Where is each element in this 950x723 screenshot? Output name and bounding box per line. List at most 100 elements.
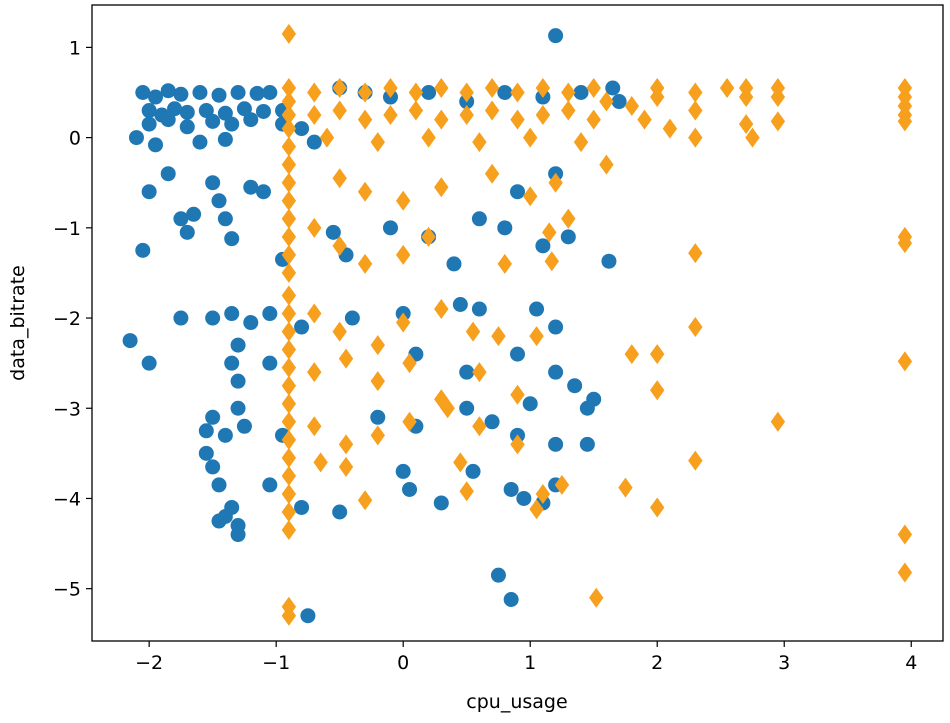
data-point bbox=[281, 321, 297, 342]
data-point bbox=[230, 400, 246, 416]
data-point bbox=[561, 82, 576, 103]
data-point bbox=[281, 23, 297, 44]
data-point bbox=[637, 109, 652, 130]
data-point bbox=[141, 355, 157, 371]
data-point bbox=[294, 319, 310, 335]
data-point bbox=[770, 87, 786, 108]
data-point bbox=[548, 319, 564, 335]
data-point bbox=[402, 353, 417, 374]
data-point bbox=[332, 504, 348, 520]
data-point bbox=[332, 235, 347, 256]
x-tick-label: 1 bbox=[524, 652, 536, 674]
data-point bbox=[319, 127, 335, 148]
data-point bbox=[383, 105, 398, 126]
data-point bbox=[688, 450, 703, 471]
data-point bbox=[688, 243, 703, 264]
data-point bbox=[173, 211, 189, 227]
data-point bbox=[281, 303, 297, 324]
data-point bbox=[434, 299, 449, 320]
data-point bbox=[224, 499, 240, 515]
data-point bbox=[554, 474, 570, 495]
data-point bbox=[408, 100, 424, 121]
data-point bbox=[650, 380, 665, 401]
data-point bbox=[307, 303, 322, 324]
data-point bbox=[255, 103, 271, 119]
data-point bbox=[586, 391, 602, 407]
data-point bbox=[357, 109, 373, 130]
data-point bbox=[522, 396, 538, 412]
data-point bbox=[459, 364, 475, 380]
data-point bbox=[548, 436, 564, 452]
x-tick-label: 3 bbox=[778, 652, 790, 674]
y-tick-label: −4 bbox=[53, 488, 81, 510]
data-point bbox=[262, 355, 278, 371]
data-point bbox=[510, 434, 525, 455]
x-tick-label: −1 bbox=[262, 652, 290, 674]
data-point bbox=[236, 418, 252, 434]
data-point bbox=[465, 321, 481, 342]
series-blue-circles bbox=[122, 28, 627, 624]
data-point bbox=[281, 411, 297, 432]
x-tick-label: −2 bbox=[135, 652, 163, 674]
x-tick-label: 2 bbox=[651, 652, 663, 674]
data-point bbox=[236, 101, 252, 117]
data-point bbox=[179, 119, 195, 135]
data-point bbox=[332, 321, 347, 342]
data-point bbox=[497, 85, 513, 101]
data-point bbox=[281, 501, 297, 522]
data-point bbox=[173, 310, 189, 326]
data-point bbox=[535, 77, 551, 98]
data-point bbox=[573, 85, 589, 101]
data-point bbox=[281, 393, 297, 414]
data-point bbox=[548, 172, 563, 193]
data-point bbox=[281, 77, 297, 98]
data-point bbox=[148, 89, 164, 105]
data-point bbox=[205, 310, 221, 326]
data-point bbox=[211, 87, 227, 103]
y-tick-label: 1 bbox=[69, 37, 81, 59]
x-axis-label: cpu_usage bbox=[466, 691, 567, 713]
data-point bbox=[618, 477, 633, 498]
data-point bbox=[395, 463, 411, 479]
data-point bbox=[535, 238, 551, 254]
data-point bbox=[211, 477, 227, 493]
data-point bbox=[650, 344, 665, 365]
data-point bbox=[433, 495, 449, 511]
data-point bbox=[313, 452, 328, 473]
data-point bbox=[344, 310, 360, 326]
data-point bbox=[255, 184, 271, 200]
data-point bbox=[523, 127, 538, 148]
data-point bbox=[770, 411, 786, 432]
data-point bbox=[599, 154, 614, 175]
data-point bbox=[357, 253, 373, 274]
data-point bbox=[281, 285, 297, 306]
data-point bbox=[300, 608, 316, 624]
plot-points bbox=[122, 23, 913, 626]
data-point bbox=[224, 116, 240, 132]
data-point bbox=[135, 85, 151, 101]
data-point bbox=[561, 208, 576, 229]
data-point bbox=[217, 211, 233, 227]
data-point bbox=[179, 224, 195, 240]
data-point bbox=[262, 306, 278, 322]
data-point bbox=[141, 184, 157, 200]
data-point bbox=[294, 121, 310, 137]
data-point bbox=[471, 301, 487, 317]
data-point bbox=[307, 82, 322, 103]
data-point bbox=[516, 490, 532, 506]
data-point bbox=[141, 116, 157, 132]
data-point bbox=[589, 587, 604, 608]
data-point bbox=[243, 112, 259, 128]
data-point bbox=[281, 520, 297, 541]
data-point bbox=[186, 206, 202, 222]
data-point bbox=[770, 111, 786, 132]
data-point bbox=[205, 409, 221, 425]
data-point bbox=[370, 132, 385, 153]
data-point bbox=[548, 28, 564, 44]
y-tick-label: −2 bbox=[53, 308, 81, 330]
data-point bbox=[243, 179, 259, 195]
data-point bbox=[281, 208, 297, 229]
y-tick-label: −5 bbox=[53, 579, 81, 601]
data-point bbox=[281, 190, 297, 211]
